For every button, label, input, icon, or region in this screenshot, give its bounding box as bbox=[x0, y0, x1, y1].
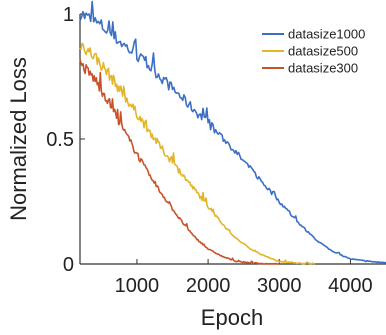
x-tick-label: 2000 bbox=[186, 275, 231, 297]
x-tick-label: 4000 bbox=[328, 275, 373, 297]
ticks: 1000 2000 3000 4000 0 0.5 1 bbox=[46, 4, 372, 297]
y-tick-label: 0 bbox=[63, 254, 74, 276]
series-line-datasize500 bbox=[79, 42, 316, 265]
series-line-datasize1000 bbox=[79, 0, 386, 264]
x-axis-label: Epoch bbox=[201, 305, 263, 330]
legend-label: datasize1000 bbox=[288, 27, 365, 42]
legend-label: datasize500 bbox=[288, 44, 358, 59]
x-tick-label: 3000 bbox=[257, 275, 302, 297]
y-tick-label: 1 bbox=[63, 4, 74, 26]
x-tick-label: 1000 bbox=[115, 275, 160, 297]
y-axis-label: Normalized Loss bbox=[6, 57, 31, 221]
y-tick-label: 0.5 bbox=[46, 129, 74, 151]
series-line-datasize300 bbox=[79, 58, 280, 265]
series-layer bbox=[79, 0, 386, 265]
legend: datasize1000 datasize500 datasize300 bbox=[262, 27, 365, 76]
legend-label: datasize300 bbox=[288, 61, 358, 76]
